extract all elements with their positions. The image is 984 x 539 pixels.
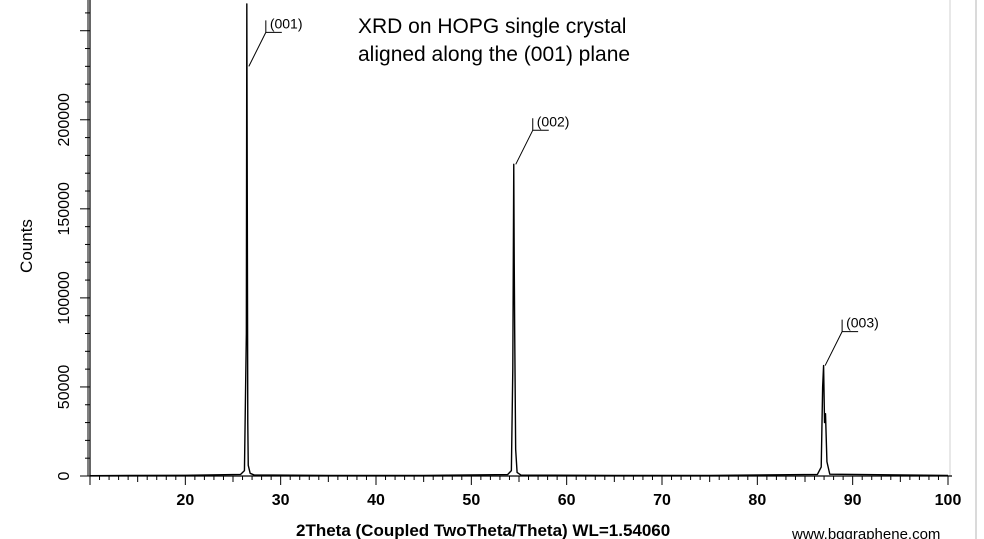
x-axis-title: 2Theta (Coupled TwoTheta/Theta) WL=1.540… <box>296 521 670 539</box>
x-tick-label: 90 <box>844 492 862 509</box>
series-layer <box>89 3 949 477</box>
chart-title-line-1: XRD on HOPG single crystal <box>358 15 626 38</box>
peak-label: (003) <box>846 315 879 331</box>
x-tick-label: 30 <box>272 492 290 509</box>
x-axis: 20 30 40 50 60 70 80 90 100 <box>89 475 962 509</box>
x-tick-label: 100 <box>935 492 962 509</box>
x-tick-label: 70 <box>653 492 671 509</box>
peak-label: (002) <box>537 113 570 129</box>
y-tick-label: 200000 <box>56 93 73 146</box>
series-line <box>89 3 949 477</box>
peak-leader-line <box>248 20 267 67</box>
x-tick-label: 50 <box>462 492 480 509</box>
y-tick-label: 0 <box>56 471 73 480</box>
x-tick-label: 80 <box>748 492 766 509</box>
watermark-text: www.bggraphene.com <box>791 526 940 539</box>
chart-title-line-2: aligned along the (001) plane <box>358 43 630 66</box>
peak-leader-line <box>824 319 843 366</box>
y-axis-title: Counts <box>17 219 36 273</box>
peak-annotations: (001) (002) (003) <box>248 15 879 366</box>
x-tick-label: 60 <box>558 492 576 509</box>
x-tick-label: 40 <box>367 492 385 509</box>
peak-label: (001) <box>270 15 303 31</box>
y-tick-label: 100000 <box>56 271 73 324</box>
peak-leader-line <box>515 118 534 165</box>
x-tick-label: 20 <box>176 492 194 509</box>
y-tick-label: 50000 <box>56 365 73 410</box>
y-tick-label: 150000 <box>56 182 73 235</box>
y-axis: 0 50000 100000 150000 200000 <box>56 0 91 480</box>
